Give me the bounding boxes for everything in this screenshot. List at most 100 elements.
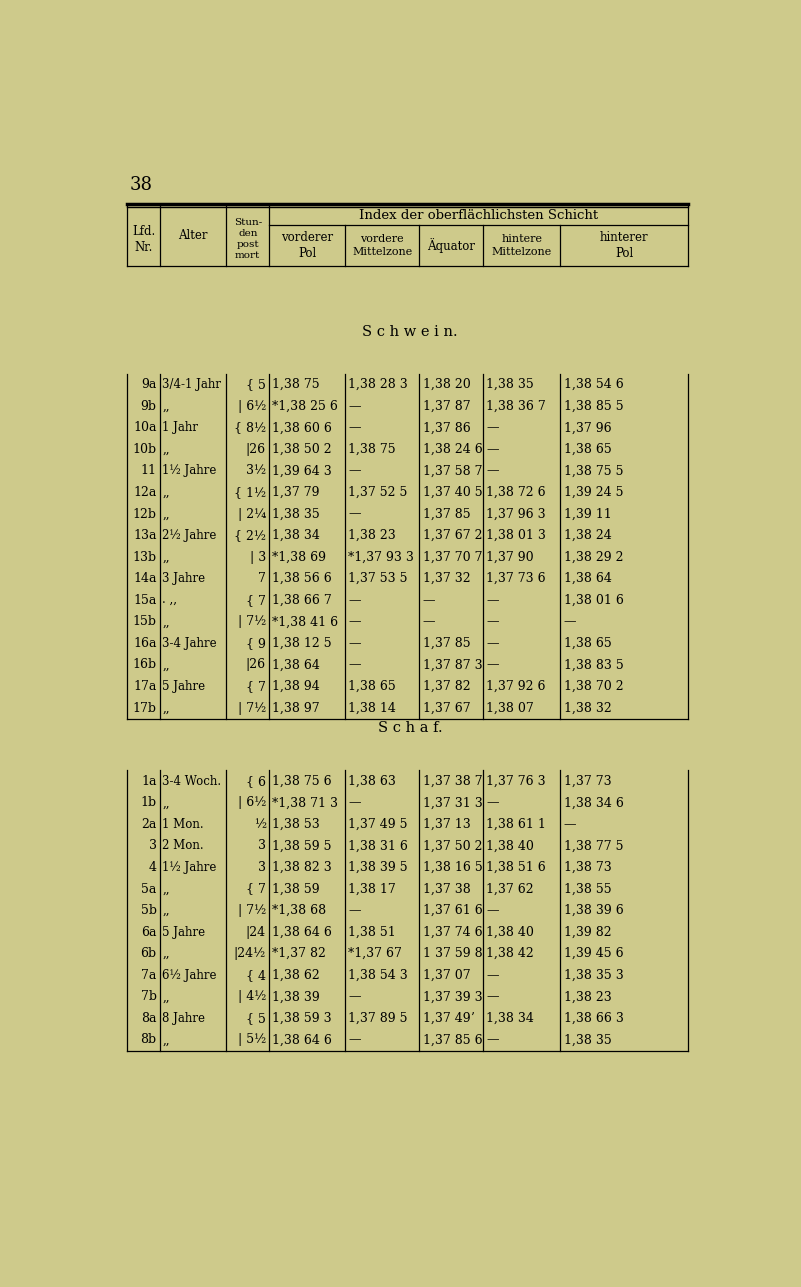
Text: 1,37 73: 1,37 73 [564,775,611,788]
Text: 1,38 54 3: 1,38 54 3 [348,969,408,982]
Text: 2½ Jahre: 2½ Jahre [162,529,216,542]
Text: 1,39 24 5: 1,39 24 5 [564,486,623,499]
Text: 5 Jahre: 5 Jahre [162,925,205,938]
Text: 1,38 54 6: 1,38 54 6 [564,378,623,391]
Text: 1,37 52 5: 1,37 52 5 [348,486,408,499]
Text: 1,38 73: 1,38 73 [564,861,611,874]
Text: 1b: 1b [140,797,157,810]
Text: 1,38 17: 1,38 17 [348,883,396,896]
Text: 1,37 53 5: 1,37 53 5 [348,573,408,586]
Text: 1,38 61 1: 1,38 61 1 [486,817,546,831]
Text: 1,38 31 6: 1,38 31 6 [348,839,408,852]
Text: 3-4 Jahre: 3-4 Jahre [162,637,217,650]
Text: Stun-
den
post
mort: Stun- den post mort [234,218,262,260]
Text: 17a: 17a [133,680,157,692]
Text: 1,37 38: 1,37 38 [422,883,470,896]
Text: 38: 38 [130,176,152,194]
Text: —: — [486,615,498,628]
Text: 1a: 1a [141,775,157,788]
Text: 1,38 75: 1,38 75 [272,378,320,391]
Text: 1,37 79: 1,37 79 [272,486,320,499]
Text: —: — [348,637,360,650]
Text: —: — [348,615,360,628]
Text: 1,38 64: 1,38 64 [564,573,611,586]
Text: 3½: 3½ [246,465,266,477]
Text: 1,37 74 6: 1,37 74 6 [422,925,482,938]
Text: 1,38 40: 1,38 40 [486,925,534,938]
Text: 1,38 35: 1,38 35 [272,507,320,520]
Text: —: — [422,615,435,628]
Text: 1,37 89 5: 1,37 89 5 [348,1012,408,1024]
Text: 1,37 62: 1,37 62 [486,883,533,896]
Text: 1,37 61 6: 1,37 61 6 [422,903,482,918]
Text: ,,: ,, [162,701,170,714]
Text: | 7½: | 7½ [238,903,266,918]
Text: 1,38 01 6: 1,38 01 6 [564,593,623,606]
Text: ,,: ,, [162,615,170,628]
Text: 1,38 77 5: 1,38 77 5 [564,839,623,852]
Text: 1,37 85: 1,37 85 [422,637,470,650]
Text: —: — [348,990,360,1004]
Text: 1,37 49 5: 1,37 49 5 [348,817,408,831]
Text: 1 Mon.: 1 Mon. [162,817,203,831]
Text: —: — [486,443,498,456]
Text: 1,37 38 7: 1,37 38 7 [422,775,482,788]
Text: | 3: | 3 [250,551,266,564]
Text: 1,37 87 3: 1,37 87 3 [422,659,482,672]
Text: —: — [348,593,360,606]
Text: 1,37 13: 1,37 13 [422,817,470,831]
Text: 3: 3 [258,861,266,874]
Text: | 5½: | 5½ [238,1033,266,1046]
Text: { 9: { 9 [246,637,266,650]
Text: 14a: 14a [133,573,157,586]
Text: 1,39 82: 1,39 82 [564,925,611,938]
Text: *1,38 41 6: *1,38 41 6 [272,615,338,628]
Text: 16b: 16b [133,659,157,672]
Text: 1,38 51: 1,38 51 [348,925,396,938]
Text: 16a: 16a [133,637,157,650]
Text: —: — [348,659,360,672]
Text: 1,37 50 2: 1,37 50 2 [422,839,482,852]
Text: 5a: 5a [141,883,157,896]
Text: *1,37 67: *1,37 67 [348,947,402,960]
Text: ,,: ,, [162,947,170,960]
Text: hinterer
Pol: hinterer Pol [600,232,648,260]
Text: 1,39 11: 1,39 11 [564,507,611,520]
Text: Alter: Alter [179,229,208,242]
Text: 8 Jahre: 8 Jahre [162,1012,205,1024]
Text: 15a: 15a [133,593,157,606]
Text: 1,38 65: 1,38 65 [564,443,611,456]
Text: { 5: { 5 [246,378,266,391]
Text: 1 37 59 8: 1 37 59 8 [422,947,482,960]
Text: vordere
Mittelzone: vordere Mittelzone [352,234,413,257]
Text: 1,37 32: 1,37 32 [422,573,470,586]
Text: 3: 3 [149,839,157,852]
Text: { 2½: { 2½ [234,529,266,542]
Text: 1,37 58 7: 1,37 58 7 [422,465,482,477]
Text: ,,: ,, [162,443,170,456]
Text: 1,37 70 7: 1,37 70 7 [422,551,482,564]
Text: 1,37 67 2: 1,37 67 2 [422,529,482,542]
Text: —: — [564,615,576,628]
Text: 1,38 55: 1,38 55 [564,883,611,896]
Text: S c h w e i n.: S c h w e i n. [362,324,458,338]
Text: | 6½: | 6½ [238,400,266,413]
Text: 1,38 39: 1,38 39 [272,990,320,1004]
Text: { 7: { 7 [246,883,266,896]
Text: 1,37 73 6: 1,37 73 6 [486,573,545,586]
Text: 17b: 17b [133,701,157,714]
Text: vorderer
Pol: vorderer Pol [281,232,333,260]
Text: 1,39 64 3: 1,39 64 3 [272,465,332,477]
Text: 5b: 5b [141,903,157,918]
Text: —: — [348,1033,360,1046]
Text: 1,37 40 5: 1,37 40 5 [422,486,482,499]
Text: —: — [486,990,498,1004]
Text: 7: 7 [258,573,266,586]
Text: 6a: 6a [141,925,157,938]
Text: 1,38 24 6: 1,38 24 6 [422,443,482,456]
Text: 1,38 97: 1,38 97 [272,701,320,714]
Text: 1,38 42: 1,38 42 [486,947,533,960]
Text: 1,38 66 3: 1,38 66 3 [564,1012,623,1024]
Text: 3 Jahre: 3 Jahre [162,573,205,586]
Text: 13b: 13b [133,551,157,564]
